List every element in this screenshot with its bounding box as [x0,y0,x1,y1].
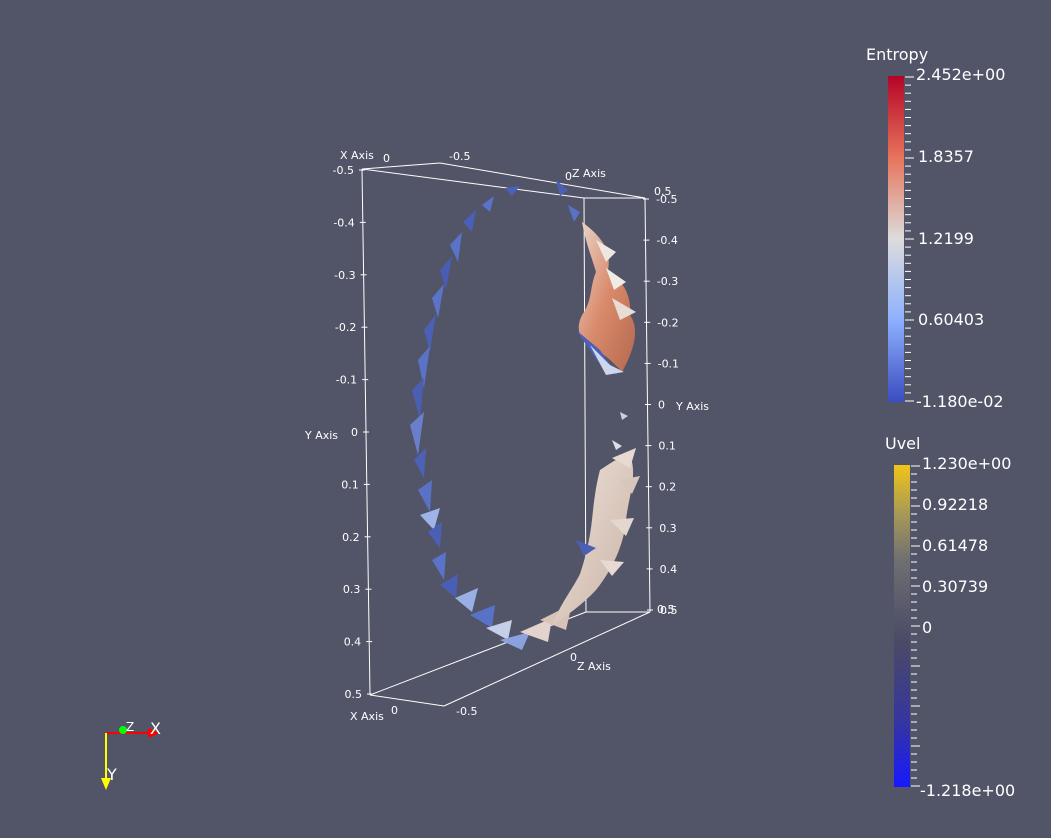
orient-x-arrow-icon [148,728,160,738]
orient-z-label: Z [126,720,134,734]
left-y-tick-label: -0.2 [335,321,356,334]
right-y-tick-label: 0 [658,399,665,412]
uvel-legend-title: Uvel [885,434,920,453]
left-y-tick-labels: -0.5 -0.4 -0.3 -0.2 -0.1 0 0.1 0.2 0.3 0.4 0.5 [333,164,362,701]
left-y-tick-label: -0.5 [333,164,354,177]
left-y-tick-label: 0 [351,426,358,439]
right-y-tick-label: 0.4 [660,563,678,576]
left-y-tick-label: -0.4 [333,216,354,229]
y-axis-title-left: Y Axis [304,429,338,442]
z-tick-top-05: 0.5 [654,185,672,198]
uvel-label-2: 0.92218 [922,495,988,514]
uvel-label-min: -1.218e+00 [920,781,1015,800]
z-axis-title-bottom: Z Axis [577,660,611,673]
left-y-tick-label: -0.1 [336,374,357,387]
entropy-label-min: -1.180e-02 [916,392,1004,411]
z-tick-top-0: 0 [565,170,572,183]
z-axis-title-top: Z Axis [572,167,606,180]
left-y-tick-label: 0.1 [341,478,359,491]
x-axis-title-bottom: X Axis [350,710,384,723]
entropy-legend-title: Entropy [866,45,928,64]
x-tick-bottom-neg05: -0.5 [456,705,477,718]
left-y-tick-label: 0.2 [342,531,360,544]
z-tick-bottom-05: 0.5 [657,603,675,616]
right-y-tick-label: 0.5 [660,604,678,617]
entropy-label-2: 1.8357 [918,147,974,166]
left-y-tick-label: 0.3 [343,583,361,596]
entropy-label-3: 1.2199 [918,229,974,248]
right-y-tick-label: -0.1 [658,357,679,370]
entropy-label-4: 0.60403 [918,310,984,329]
right-y-tick-label: -0.3 [657,275,678,288]
entropy-label-max: 2.452e+00 [916,65,1005,84]
entropy-color-bar [888,76,904,402]
left-y-tick-label: 0.5 [345,688,363,701]
uvel-color-bar [894,465,910,787]
isosurface-ring [410,180,640,650]
x-tick-top-neg05: -0.5 [449,150,470,163]
orient-x-label: X [150,719,161,738]
orient-z-axis-dot-icon [119,726,127,734]
x-tick-top-0: 0 [383,152,390,165]
uvel-label-3: 0.61478 [922,536,988,555]
x-axis-title-top: X Axis [340,149,374,162]
uvel-label-max: 1.230e+00 [922,454,1011,473]
entropy-legend-ticks [905,76,914,402]
axis-tick-marks [359,169,653,695]
orientation-axes-widget[interactable]: X Y Z [101,719,161,790]
y-axis-title-right: Y Axis [675,400,709,413]
axis-labels: X Axis Z Axis Y Axis Y Axis Z Axis X Axi… [304,149,709,723]
right-y-tick-label: 0.1 [658,440,676,453]
uvel-label-5: 0 [922,618,932,637]
z-tick-bottom-0: 0 [570,651,577,664]
entropy-color-legend: Entropy 2.452e+00 1.8357 1.2199 0.60403 … [866,45,1005,411]
uvel-label-4: 0.30739 [922,577,988,596]
left-y-tick-label: 0.4 [344,636,362,649]
right-y-tick-label: -0.4 [656,234,677,247]
orient-y-label: Y [106,765,117,784]
right-y-tick-label: 0.2 [659,481,677,494]
right-y-tick-label: 0.3 [659,522,677,535]
x-tick-bottom-0: 0 [391,704,398,717]
left-y-tick-label: -0.3 [334,269,355,282]
right-y-tick-label: -0.2 [657,316,678,329]
right-y-tick-label: -0.5 [656,193,677,206]
uvel-legend-ticks [911,465,920,787]
right-y-tick-labels: -0.5 -0.4 -0.3 -0.2 -0.1 0 0.1 0.2 0.3 0.4 0.5 [656,193,679,617]
orient-y-arrow-icon [101,778,111,790]
uvel-color-legend: Uvel 1.230e+00 0.92218 0.61478 0.30739 0… [885,434,1015,800]
